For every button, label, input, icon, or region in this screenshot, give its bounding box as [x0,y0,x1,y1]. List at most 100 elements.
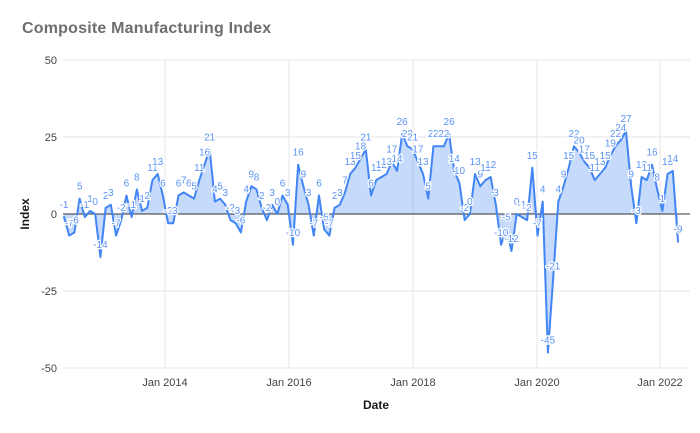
point-label: -2 [226,203,235,214]
point-label: 5 [77,182,83,193]
point-label: -2 [117,203,126,214]
point-label: -1 [60,200,69,211]
point-label: 15 [350,151,362,162]
point-label: -3 [632,206,641,217]
point-label: -9 [674,225,683,236]
point-label: 20 [574,135,586,146]
point-label: 27 [620,114,632,125]
point-label: 6 [124,179,130,190]
chart-title: Composite Manufacturing Index [22,20,272,37]
point-label: 4 [540,185,546,196]
point-label: 26 [397,117,409,128]
point-label: 11 [590,163,601,174]
point-label: 2 [145,191,151,202]
point-label: 6 [160,179,166,190]
y-tick-label: 50 [45,55,57,67]
point-label: 6 [186,179,192,190]
point-label: -2 [523,203,532,214]
point-label: 11 [371,163,382,174]
point-label: 4 [556,185,562,196]
point-label: -5 [320,212,329,223]
point-label: 22 [428,129,440,140]
point-label: 9 [478,169,484,180]
point-label: 1 [139,194,145,205]
point-label: 7 [181,175,187,186]
y-tick-label: 25 [45,132,57,144]
point-label: -6 [236,216,245,227]
point-label: 15 [563,151,575,162]
point-label: 13 [345,157,357,168]
point-label: 2 [332,191,338,202]
point-label: 17 [579,145,591,156]
point-label: 5 [425,182,431,193]
point-label: 8 [254,172,260,183]
point-label: 4 [243,185,249,196]
point-label: 7 [342,175,348,186]
point-label: 24 [615,123,627,134]
y-tick-label: 0 [51,209,57,221]
point-label: 8 [134,172,140,183]
point-label: 3 [306,188,312,199]
point-label: 0 [92,197,98,208]
point-label: 19 [605,139,617,150]
series-line [63,129,679,354]
point-label: 8 [654,172,660,183]
point-label: -2 [262,203,271,214]
point-label: -1 [517,200,526,211]
point-label: 21 [204,132,216,143]
x-tick-label: Jan 2016 [266,377,311,389]
point-label: 9 [628,169,634,180]
point-label: -5 [502,212,511,223]
point-label: 6 [176,179,182,190]
point-label: 14 [449,154,461,165]
x-tick-label: Jan 2022 [637,377,682,389]
x-tick-label: Jan 2014 [142,377,187,389]
point-label: 15 [584,151,596,162]
point-label: 10 [454,166,466,177]
point-label: 12 [636,160,648,171]
point-label: 1 [87,194,93,205]
point-label: -6 [70,216,79,227]
point-label: -45 [541,336,556,347]
point-label: -3 [231,206,240,217]
y-tick-label: -25 [41,286,57,298]
point-label: 13 [594,157,606,168]
point-label: 3 [285,188,291,199]
point-label: -14 [93,240,108,251]
point-label: 3 [337,188,343,199]
point-label: 9 [249,169,255,180]
point-label: 16 [646,148,658,159]
point-label: 16 [199,148,211,159]
point-label: -1 [80,200,89,211]
point-label: 21 [360,132,372,143]
point-label: 22 [438,129,450,140]
x-tick-label: Jan 2020 [514,377,559,389]
point-label: -3 [164,206,173,217]
point-label: 3 [223,188,229,199]
point-label: 4 [212,185,218,196]
point-label: -7 [325,219,334,230]
point-label: 6 [368,179,374,190]
point-label: 13 [381,157,393,168]
point-label: 0 [275,197,281,208]
point-label: 13 [662,157,674,168]
point-label: 22 [610,129,622,140]
point-label: -12 [504,234,519,245]
point-label: -10 [286,228,301,239]
point-label: 5 [191,182,197,193]
point-label: 6 [316,179,322,190]
point-label: 0 [467,197,473,208]
point-label: 6 [280,179,286,190]
point-label: 3 [108,188,114,199]
point-label: 1 [660,194,666,205]
point-label: -10 [494,228,509,239]
point-label: 13 [417,157,429,168]
point-label: 14 [391,154,403,165]
point-label: 3 [269,188,275,199]
point-label: 12 [485,160,497,171]
point-label: 2 [259,191,265,202]
point-label: 17 [386,145,398,156]
point-label: 3 [493,188,499,199]
